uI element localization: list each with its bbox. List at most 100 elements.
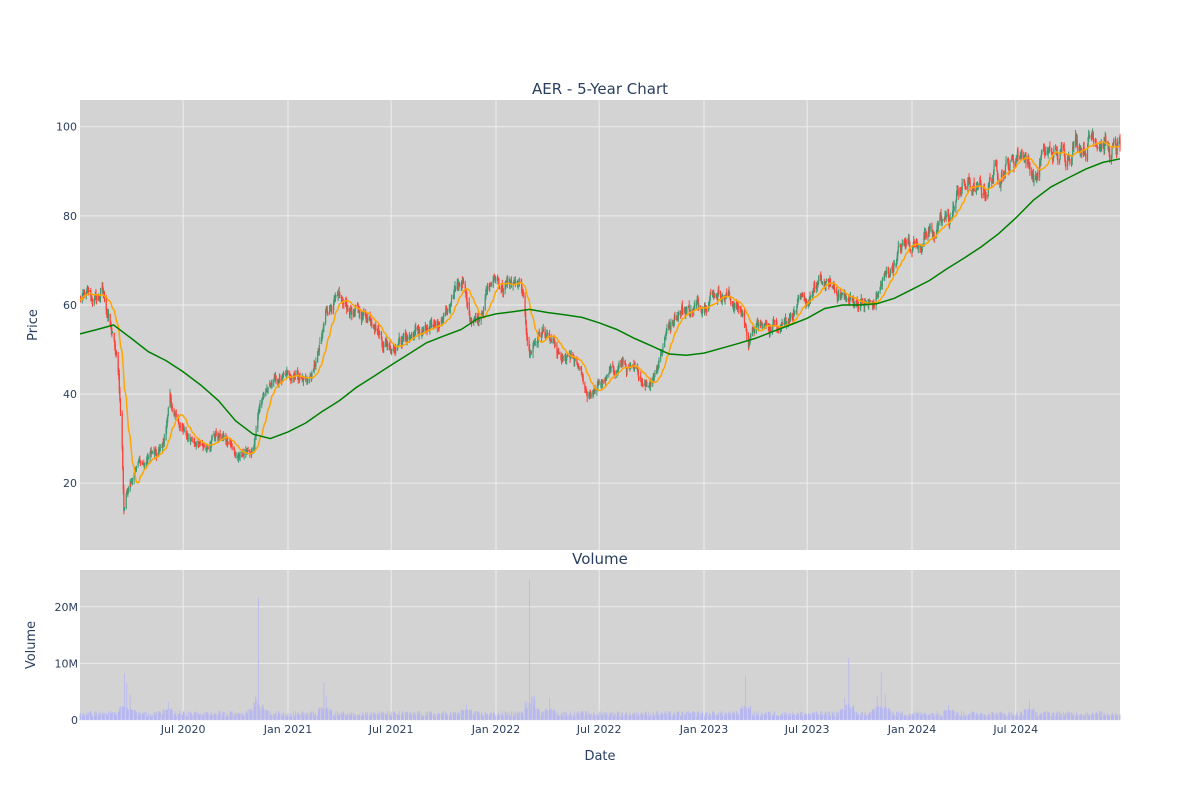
volume-bar — [997, 714, 999, 720]
volume-bar — [726, 714, 728, 720]
volume-bar — [326, 708, 328, 720]
candle-body — [820, 276, 822, 283]
volume-bar — [646, 715, 648, 720]
volume-bar — [797, 713, 799, 720]
candle-body — [403, 337, 405, 339]
candle-body — [725, 297, 727, 299]
volume-bar — [680, 715, 682, 720]
volume-bar — [363, 714, 365, 720]
volume-bar — [230, 711, 231, 720]
volume-bar — [1109, 715, 1111, 720]
volume-bar — [259, 709, 261, 720]
volume-bar — [211, 715, 213, 720]
volume-bar — [425, 711, 427, 720]
volume-bar — [900, 714, 902, 720]
candle-body — [217, 435, 220, 439]
volume-bar — [536, 708, 538, 720]
candle-body — [432, 324, 434, 327]
volume-bar — [904, 714, 906, 720]
volume-bar — [429, 711, 431, 720]
candle-body — [1036, 176, 1038, 179]
candle-body — [1116, 146, 1118, 155]
volume-bar — [765, 713, 766, 720]
volume-bar — [537, 708, 538, 720]
candle-body — [146, 461, 148, 464]
candle-body — [409, 336, 411, 338]
volume-bar — [190, 715, 192, 720]
volume-bar — [124, 673, 125, 720]
candle-body — [788, 317, 791, 324]
volume-bar — [140, 714, 141, 720]
volume-bar — [110, 711, 112, 720]
volume-bar — [239, 713, 241, 720]
candle-body — [442, 313, 445, 320]
candle-body — [445, 308, 448, 310]
volume-bar — [349, 712, 350, 720]
volume-bar — [223, 712, 225, 720]
volume-bar — [957, 712, 959, 720]
candle-body — [461, 280, 463, 286]
volume-bar — [586, 713, 588, 720]
volume-bar — [840, 709, 842, 720]
candle-body — [811, 295, 813, 298]
candle-body — [580, 369, 583, 376]
candle-body — [381, 340, 383, 345]
volume-bar — [744, 709, 746, 720]
volume-bar — [1057, 711, 1059, 720]
volume-bar — [295, 714, 297, 720]
candle-body — [699, 306, 702, 309]
candle-body — [845, 298, 848, 301]
volume-bar — [877, 706, 879, 720]
volume-bar — [187, 711, 189, 720]
volume-bar — [804, 713, 806, 720]
volume-bar — [833, 712, 835, 720]
volume-bar — [758, 716, 760, 720]
volume-bar — [817, 714, 819, 720]
candle-body — [343, 303, 345, 305]
volume-bar — [218, 714, 219, 720]
volume-bar — [525, 708, 527, 720]
volume-bar — [558, 714, 560, 720]
volume-bar — [1028, 700, 1030, 720]
candle-body — [751, 327, 754, 335]
volume-bar — [921, 711, 923, 720]
volume-bar — [1013, 716, 1015, 720]
candle-body — [468, 302, 470, 315]
volume-bar — [696, 716, 697, 720]
volume-bar — [1063, 714, 1065, 720]
volume-bar — [612, 715, 614, 720]
volume-bar — [717, 714, 719, 720]
volume-bar — [1044, 711, 1046, 720]
volume-bar — [676, 711, 678, 720]
candle-body — [754, 328, 756, 334]
volume-bar — [183, 712, 185, 720]
candle-body — [640, 378, 642, 383]
candle-body — [1051, 147, 1053, 154]
volume-bar — [167, 701, 169, 720]
candle-body — [406, 339, 408, 341]
candle-body — [661, 352, 663, 355]
volume-bar — [277, 711, 279, 720]
candle-body — [185, 432, 188, 436]
volume-bar — [263, 707, 264, 720]
volume-bar — [505, 711, 507, 720]
volume-bar — [993, 716, 995, 720]
volume-bar — [436, 715, 438, 720]
volume-bar — [697, 712, 699, 720]
volume-bar — [881, 707, 883, 720]
volume-bar — [171, 710, 173, 720]
candle-body — [653, 375, 656, 378]
volume-bar — [267, 710, 269, 720]
volume-bar — [302, 711, 304, 720]
volume-bar — [817, 714, 818, 720]
candle-body — [434, 324, 436, 326]
candle-body — [821, 282, 824, 284]
candle-body — [981, 194, 983, 196]
volume-bar — [710, 716, 712, 720]
volume-bar — [373, 714, 375, 720]
volume-bar — [1017, 714, 1018, 720]
volume-bar — [872, 709, 874, 720]
candle-body — [127, 489, 130, 492]
volume-bar — [893, 714, 895, 720]
volume-bar — [258, 705, 260, 720]
